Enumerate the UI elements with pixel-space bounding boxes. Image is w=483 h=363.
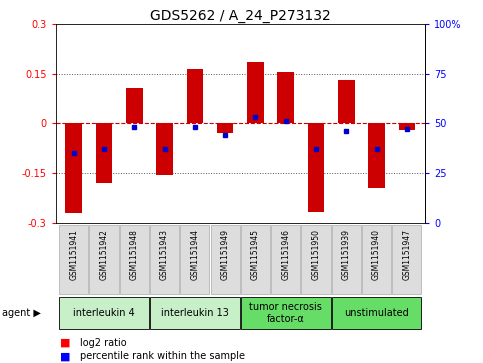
Text: GSM1151947: GSM1151947	[402, 229, 412, 280]
Text: ■: ■	[60, 351, 71, 362]
Bar	[217, 123, 233, 133]
Bar	[332, 225, 361, 294]
Bar	[59, 297, 149, 329]
Bar	[156, 123, 173, 175]
Text: ■: ■	[60, 338, 71, 348]
Text: GSM1151948: GSM1151948	[130, 229, 139, 280]
Text: GSM1151950: GSM1151950	[312, 229, 321, 280]
Bar	[180, 225, 210, 294]
Bar	[362, 225, 391, 294]
Bar	[241, 225, 270, 294]
Text: tumor necrosis
factor-α: tumor necrosis factor-α	[249, 302, 322, 324]
Bar	[65, 123, 82, 213]
Text: agent ▶: agent ▶	[2, 308, 41, 318]
Text: interleukin 13: interleukin 13	[161, 308, 229, 318]
Text: GSM1151942: GSM1151942	[99, 229, 109, 280]
Bar	[247, 62, 264, 123]
Bar	[211, 225, 240, 294]
Bar	[96, 123, 113, 183]
Bar	[368, 123, 385, 188]
Text: percentile rank within the sample: percentile rank within the sample	[80, 351, 245, 362]
Bar	[241, 297, 330, 329]
Bar	[301, 225, 330, 294]
Bar	[392, 225, 421, 294]
Text: GSM1151941: GSM1151941	[69, 229, 78, 280]
Bar	[120, 225, 149, 294]
Text: GSM1151940: GSM1151940	[372, 229, 381, 280]
Bar	[398, 123, 415, 130]
Bar	[150, 225, 179, 294]
Text: GSM1151945: GSM1151945	[251, 229, 260, 280]
Bar	[126, 89, 142, 123]
Text: interleukin 4: interleukin 4	[73, 308, 135, 318]
Text: unstimulated: unstimulated	[344, 308, 409, 318]
Bar	[332, 297, 421, 329]
Bar	[89, 225, 118, 294]
Text: GSM1151949: GSM1151949	[221, 229, 229, 280]
Text: log2 ratio: log2 ratio	[80, 338, 127, 348]
Bar	[308, 123, 325, 212]
Bar	[59, 225, 88, 294]
Bar	[271, 225, 300, 294]
Bar	[338, 80, 355, 123]
Text: GSM1151943: GSM1151943	[160, 229, 169, 280]
Bar	[277, 72, 294, 123]
Title: GDS5262 / A_24_P273132: GDS5262 / A_24_P273132	[150, 9, 331, 23]
Text: GSM1151939: GSM1151939	[342, 229, 351, 280]
Text: GSM1151946: GSM1151946	[281, 229, 290, 280]
Bar	[186, 69, 203, 123]
Text: GSM1151944: GSM1151944	[190, 229, 199, 280]
Bar	[150, 297, 240, 329]
